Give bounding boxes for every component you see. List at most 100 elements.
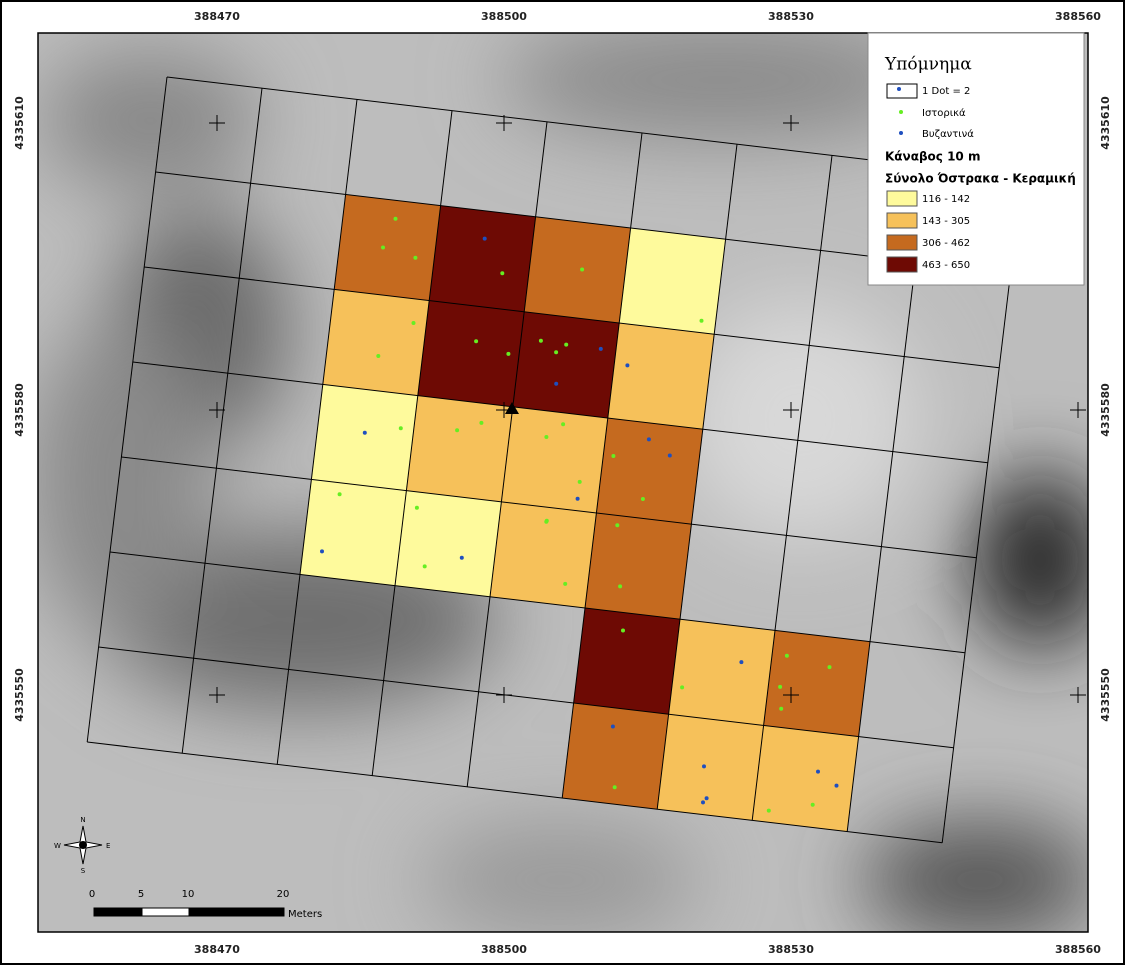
x-label: 388500 — [481, 10, 527, 23]
grid-line — [941, 177, 1023, 843]
find-dot — [474, 339, 479, 344]
legend-swatch — [886, 256, 918, 273]
grid-cell — [573, 608, 680, 715]
dots — [320, 216, 839, 813]
find-dot — [834, 783, 839, 788]
legend-label: 463 - 650 — [922, 260, 970, 271]
grid-cell — [417, 300, 525, 407]
grid-line — [371, 110, 453, 776]
find-dot — [611, 454, 616, 458]
grid-cell — [562, 703, 669, 810]
legend-label: Βυζαντινά — [922, 128, 974, 140]
find-dot — [544, 519, 549, 524]
grid-cell — [395, 490, 502, 597]
find-dot — [561, 422, 566, 427]
grid-line — [109, 551, 966, 654]
grid-line — [87, 741, 943, 844]
find-dot — [575, 496, 580, 501]
legend-label: 116 - 142 — [922, 194, 970, 205]
grid-cell — [619, 228, 726, 335]
grid-cell — [429, 205, 536, 312]
x-label: 388560 — [1055, 10, 1101, 23]
grid-cells — [300, 194, 870, 832]
grid-cell — [322, 289, 430, 396]
find-dot — [376, 354, 381, 358]
find-dot — [362, 430, 367, 435]
find-dot — [459, 555, 464, 560]
grid-cell — [752, 725, 859, 832]
y-label: 4335550 — [13, 668, 26, 722]
find-dot — [810, 802, 815, 807]
grid-cell — [490, 501, 597, 608]
find-dot — [778, 684, 783, 689]
find-dot — [580, 267, 585, 272]
grid-line — [144, 266, 1000, 369]
scale-unit: Meters — [288, 909, 322, 920]
grid-cell — [585, 513, 692, 620]
grid-line — [181, 88, 263, 754]
find-dot — [554, 350, 559, 355]
grid-line — [561, 132, 643, 799]
grid-line — [121, 456, 977, 559]
x-label: 388470 — [194, 10, 240, 23]
find-dot — [702, 764, 706, 769]
legend-dot — [899, 110, 903, 114]
legend-title: Υπόμνημα — [884, 55, 972, 75]
marker — [505, 402, 519, 414]
legend-swatch — [886, 212, 918, 229]
grid-cell — [512, 311, 620, 418]
legend-label: 306 - 462 — [922, 238, 970, 249]
find-dot — [564, 342, 569, 347]
find-dot — [413, 255, 418, 260]
x-label: 388470 — [194, 943, 240, 956]
grid-line — [86, 76, 168, 743]
x-label: 388500 — [481, 943, 527, 956]
find-dot — [779, 706, 784, 711]
grid-line — [751, 155, 833, 821]
find-dot — [612, 785, 617, 790]
find-dot — [479, 420, 484, 425]
find-dot — [414, 505, 419, 510]
grid-cell — [311, 384, 418, 491]
grid-cell — [668, 619, 775, 726]
find-dot — [615, 523, 620, 528]
grid-cell — [406, 395, 513, 502]
find-dot — [538, 338, 543, 343]
dot-density-dot — [897, 87, 901, 91]
find-dot — [621, 628, 625, 633]
grid-title: Κάναβος 10 m — [885, 150, 980, 164]
find-dot — [337, 492, 342, 497]
find-dot — [577, 479, 582, 484]
find-dot — [667, 453, 672, 458]
compass-s: S — [81, 867, 86, 875]
find-dot — [704, 796, 709, 801]
find-dot — [766, 808, 771, 813]
y-label: 4335580 — [13, 383, 26, 437]
find-dot — [701, 800, 705, 805]
grid-cell — [657, 714, 764, 821]
find-dot — [816, 769, 820, 774]
find-dot — [618, 584, 623, 589]
find-dot — [680, 685, 685, 690]
find-dot — [500, 271, 505, 276]
find-dot — [640, 497, 645, 501]
y-label: 4335610 — [13, 96, 26, 150]
find-dot — [784, 653, 789, 658]
find-dot — [699, 318, 704, 323]
compass-n: N — [80, 816, 85, 824]
x-label: 388530 — [768, 10, 814, 23]
compass-e: E — [106, 842, 110, 850]
map-frame — [37, 32, 1089, 933]
find-dot — [563, 581, 568, 586]
find-dot — [554, 381, 559, 386]
compass-w: W — [54, 842, 61, 850]
grid-cell — [607, 323, 715, 430]
find-dot — [482, 236, 487, 241]
find-dot — [646, 437, 651, 442]
legend: Υπόμνημα 1 Dot = 2 Κάναβος 10 m Σύνολο Ό… — [867, 32, 1085, 286]
legend-swatch — [886, 234, 918, 251]
find-dot — [739, 660, 744, 665]
find-dot — [544, 435, 549, 439]
grid-cell — [501, 406, 608, 513]
grid-line — [98, 646, 954, 749]
